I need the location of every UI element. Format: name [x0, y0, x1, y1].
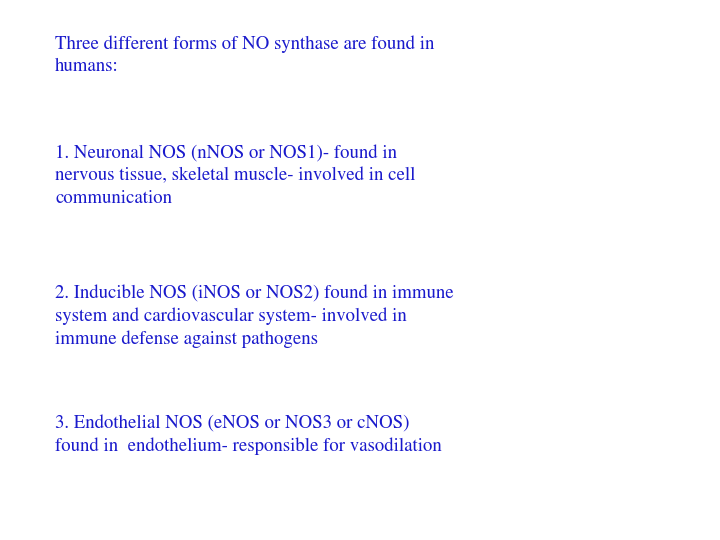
Text: 3. Endothelial NOS (eNOS or NOS3 or cNOS)
found in  endothelium- responsible for: 3. Endothelial NOS (eNOS or NOS3 or cNOS…	[55, 415, 442, 455]
Text: Three different forms of NO synthase are found in
humans:: Three different forms of NO synthase are…	[55, 35, 434, 75]
Text: 2. Inducible NOS (iNOS or NOS2) found in immune
system and cardiovascular system: 2. Inducible NOS (iNOS or NOS2) found in…	[55, 285, 454, 348]
Text: 1. Neuronal NOS (nNOS or NOS1)- found in
nervous tissue, skeletal muscle- involv: 1. Neuronal NOS (nNOS or NOS1)- found in…	[55, 145, 415, 207]
